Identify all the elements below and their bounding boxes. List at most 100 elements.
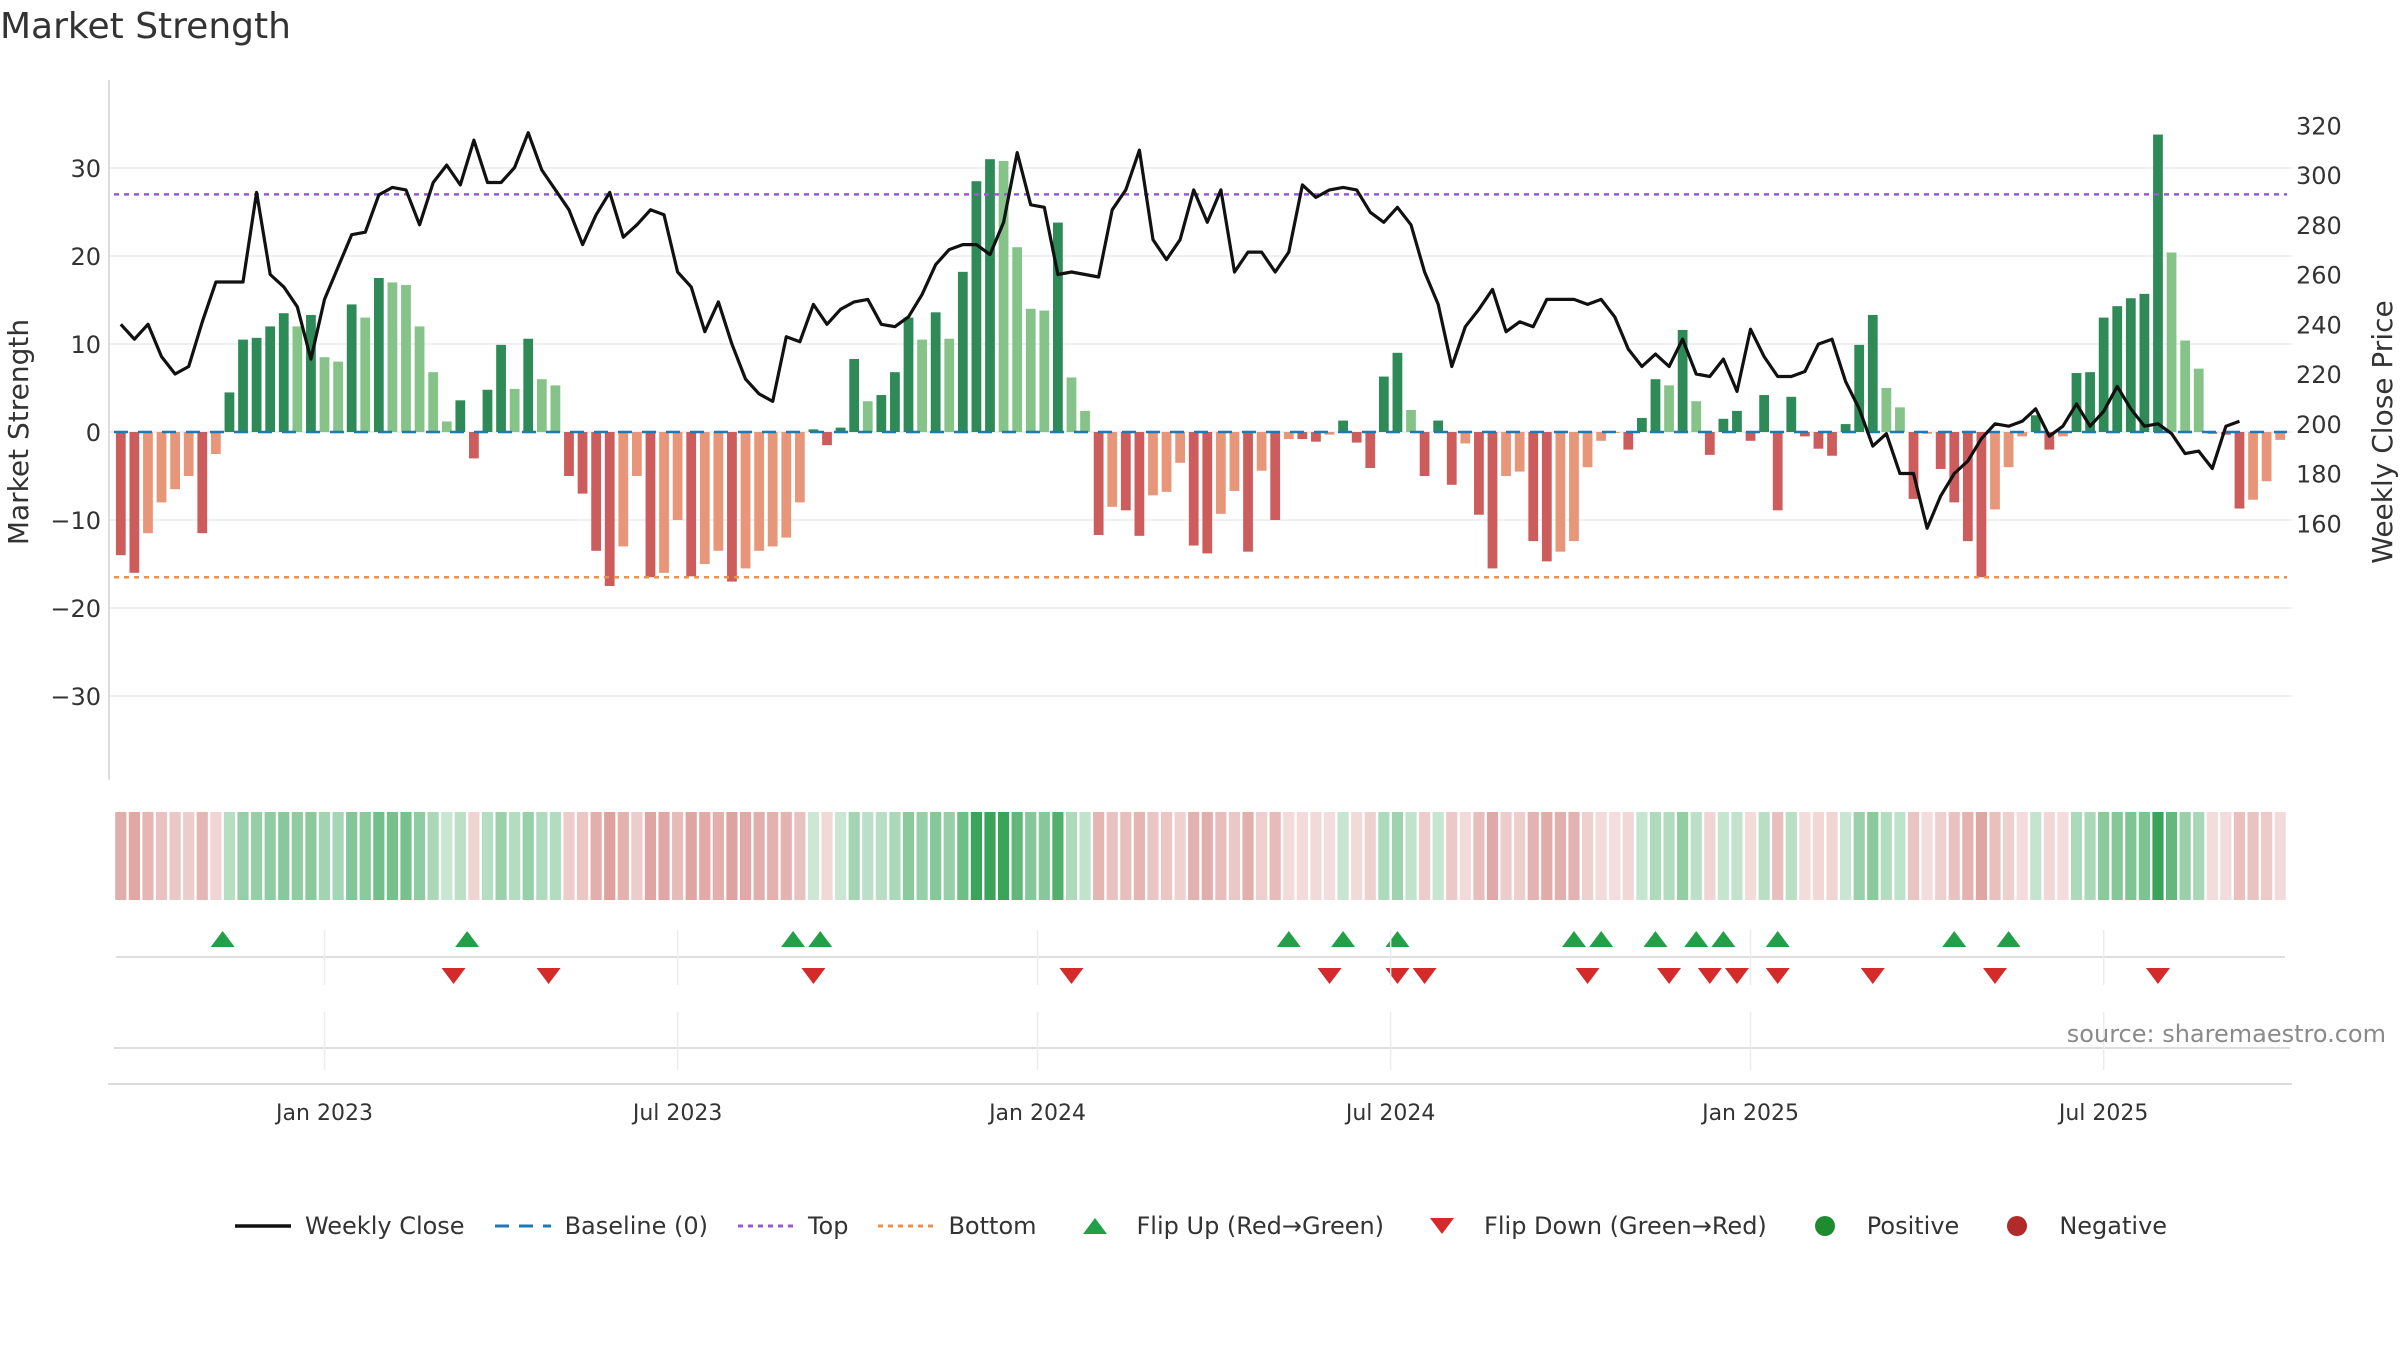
strength-bar xyxy=(2166,252,2177,432)
heat-cell xyxy=(1025,812,1037,900)
heat-cell xyxy=(291,812,303,900)
strength-bar xyxy=(1555,432,1566,552)
heat-cell xyxy=(264,812,276,900)
heat-cell xyxy=(1744,812,1757,900)
strength-bars xyxy=(115,134,2286,586)
strength-bar xyxy=(360,317,371,432)
legend-item-positive: Positive xyxy=(1795,1212,1959,1240)
strength-bar xyxy=(1827,432,1837,456)
heat-cell xyxy=(536,812,548,900)
flip-down-marker xyxy=(1724,968,1749,984)
strength-bar xyxy=(1541,432,1552,562)
heat-cell xyxy=(1391,812,1404,900)
strength-heat-strip xyxy=(115,812,2286,900)
heat-cell xyxy=(631,812,643,900)
heat-cell xyxy=(1921,812,1933,900)
y-right-tick-label: 180 xyxy=(2296,461,2342,489)
heat-cell xyxy=(930,812,942,900)
strength-bar xyxy=(1025,308,1036,432)
circle-icon xyxy=(1814,1216,1835,1236)
strength-bar xyxy=(604,432,615,586)
heat-cell xyxy=(1677,812,1689,900)
heat-cell xyxy=(2125,812,2137,900)
heat-cell xyxy=(2138,812,2150,900)
heat-cell xyxy=(346,812,358,900)
strength-bar xyxy=(591,432,602,551)
strength-bar xyxy=(1460,432,1471,444)
strength-bar xyxy=(1732,410,1742,432)
heat-cell xyxy=(889,812,901,900)
legend-label: Flip Up (Red→Green) xyxy=(1136,1212,1385,1240)
heat-cell xyxy=(1853,812,1865,900)
y-tick-label: 0 xyxy=(86,419,101,447)
flip-down-marker xyxy=(441,968,466,984)
heat-cell xyxy=(1242,812,1254,900)
heat-cell xyxy=(902,812,915,900)
legend-item-close: Weekly Close xyxy=(233,1212,465,1240)
heat-cell xyxy=(2030,812,2042,900)
strength-bar xyxy=(631,432,642,476)
strength-bar xyxy=(306,314,316,432)
heat-cell xyxy=(875,812,887,900)
strength-bar xyxy=(822,432,832,446)
strength-bar xyxy=(2139,293,2150,432)
y-right-tick-label: 300 xyxy=(2296,162,2342,190)
heat-cell xyxy=(1011,812,1023,900)
legend-swatch xyxy=(737,1224,794,1228)
strength-bar xyxy=(278,313,289,432)
y-right-tick-label: 160 xyxy=(2296,510,2342,538)
strength-bar xyxy=(1324,432,1335,435)
heat-cell xyxy=(1147,812,1159,900)
strength-bar xyxy=(2017,432,2028,437)
x-tick-label: Jul 2023 xyxy=(631,1101,723,1126)
strength-bar xyxy=(1080,410,1090,432)
strength-bar xyxy=(1392,352,1403,432)
strength-bar xyxy=(1637,417,1647,432)
heat-cell xyxy=(1948,812,1960,900)
y-tick-label: −30 xyxy=(50,683,101,711)
heat-cell xyxy=(2193,812,2205,900)
heat-cell xyxy=(1079,812,1091,900)
strength-bar xyxy=(672,432,683,520)
heat-cell xyxy=(196,812,208,900)
heat-cell xyxy=(1609,812,1621,900)
strength-bar xyxy=(971,181,982,432)
strength-bar xyxy=(129,432,140,573)
flip-down-marker xyxy=(1059,968,1084,984)
heat-cell xyxy=(318,812,331,900)
strength-bar xyxy=(727,432,737,582)
heat-cell xyxy=(549,812,561,900)
strength-bar xyxy=(1745,432,1756,441)
legend-item-negative: Negative xyxy=(1987,1212,2167,1240)
heat-cell xyxy=(1840,812,1852,900)
strength-bar xyxy=(2058,432,2068,437)
heat-cell xyxy=(1772,812,1784,900)
x-tick-label: Jul 2024 xyxy=(1344,1101,1436,1126)
flip-up-marker xyxy=(1942,931,1967,947)
strength-bar xyxy=(2153,134,2163,432)
strength-bar xyxy=(115,432,126,556)
heat-cell xyxy=(1649,812,1662,900)
strength-bar xyxy=(1664,385,1674,432)
strength-bar xyxy=(1487,432,1498,569)
heat-cell xyxy=(1527,812,1539,900)
strength-bar xyxy=(1202,432,1213,554)
heat-cell xyxy=(658,812,670,900)
heat-cell xyxy=(1880,812,1892,900)
y-tick-label: 20 xyxy=(70,243,101,271)
heat-cell xyxy=(1636,812,1648,900)
strength-bar xyxy=(985,159,995,432)
heat-cell xyxy=(862,812,874,900)
heat-cell xyxy=(278,812,290,900)
strength-bar xyxy=(903,317,914,432)
strength-bar xyxy=(1949,432,1960,503)
strength-bar xyxy=(1908,432,1919,499)
strength-bar xyxy=(333,361,343,432)
heat-cell xyxy=(1473,812,1485,900)
heat-cell xyxy=(155,812,168,900)
strength-bar xyxy=(1107,432,1118,507)
heat-cell xyxy=(1989,812,2001,900)
strength-bar xyxy=(2220,432,2231,435)
heat-cell xyxy=(1337,812,1349,900)
strength-bar xyxy=(1990,432,2000,510)
